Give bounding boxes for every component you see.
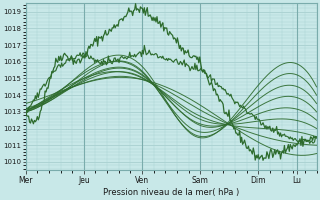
X-axis label: Pression niveau de la mer( hPa ): Pression niveau de la mer( hPa ) <box>103 188 239 197</box>
